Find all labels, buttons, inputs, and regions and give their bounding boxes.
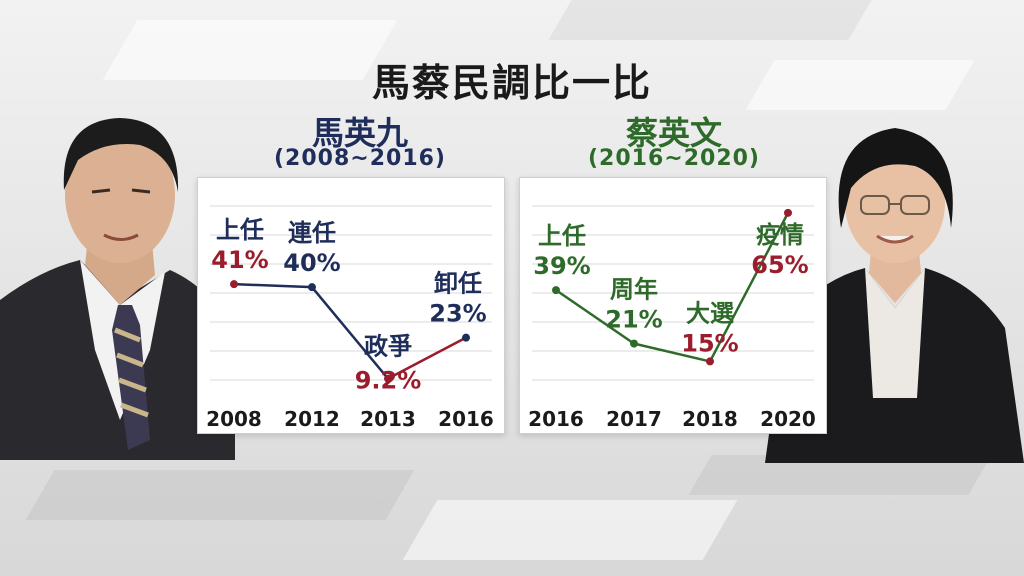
data-value-label: 65% [751, 251, 808, 279]
left-chart-panel: 上任 41% 連任 40% 政爭 9.2% 卸任 23% 2008 2012 2013 2016 [197, 177, 505, 434]
data-point-label: 大選 [686, 299, 734, 327]
background-shape [25, 470, 415, 520]
x-tick-label: 2008 [206, 407, 262, 431]
series-line-segment [311, 286, 389, 380]
right-chart-subtitle: (2016~2020) [587, 146, 760, 171]
data-value-label: 21% [605, 306, 662, 334]
data-value-label: 39% [533, 252, 590, 280]
data-point [784, 208, 792, 217]
x-tick-label: 2012 [284, 407, 340, 431]
data-value-label: 15% [681, 329, 738, 357]
main-title: 馬蔡民調比一比 [371, 61, 652, 105]
data-point-label: 上任 [216, 216, 264, 244]
data-point-label: 上任 [538, 222, 586, 250]
right-chart-panel: 上任 39% 周年 21% 大選 15% 疫情 65% 2016 2017 2018 2020 [519, 177, 827, 434]
data-value-label: 9.2% [355, 367, 422, 395]
x-tick-label: 2017 [606, 407, 662, 431]
left-chart-subtitle: (2008~2016) [273, 146, 446, 171]
data-value-label: 40% [283, 249, 340, 277]
data-point-label: 卸任 [434, 270, 482, 298]
series-line-segment [555, 289, 635, 345]
data-value-label: 23% [429, 300, 486, 328]
x-tick-label: 2018 [682, 407, 738, 431]
left-chart-title: 馬英九 [311, 114, 408, 152]
data-point-label: 周年 [610, 276, 658, 304]
series-line-segment [233, 282, 313, 289]
data-value-label: 41% [211, 246, 268, 274]
x-tick-label: 2020 [760, 407, 816, 431]
data-point [706, 357, 714, 366]
data-point [384, 374, 392, 383]
series-line-segment [708, 212, 790, 363]
data-point [462, 333, 470, 342]
x-tick-label: 2016 [438, 407, 494, 431]
data-point-label: 疫情 [756, 221, 804, 249]
portrait-right [765, 118, 1024, 463]
data-point [230, 280, 238, 289]
data-point [630, 339, 638, 348]
x-tick-label: 2016 [528, 407, 584, 431]
background-shape [402, 500, 738, 560]
x-tick-label: 2013 [360, 407, 416, 431]
data-point [308, 283, 316, 292]
portrait-left [0, 100, 235, 460]
right-chart-title: 蔡英文 [625, 114, 722, 152]
background-shape [548, 0, 872, 40]
data-point-label: 連任 [288, 219, 336, 247]
data-point-label: 政爭 [364, 333, 412, 361]
series-line-segment [633, 342, 711, 363]
data-point [552, 286, 560, 295]
series-line-segment [387, 336, 467, 380]
